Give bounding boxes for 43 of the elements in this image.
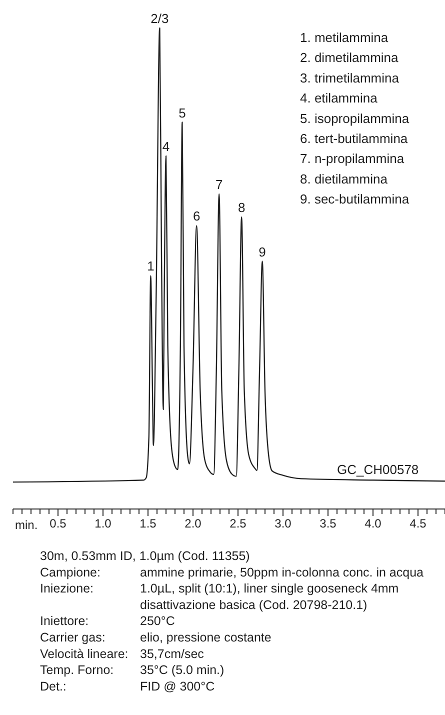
text: ammine primarie, 50ppm in-colonna conc. in acqua xyxy=(140,565,424,580)
annotation: 7. n-propilammina xyxy=(300,151,405,166)
text: Campione: xyxy=(40,565,100,580)
text: Det.: xyxy=(40,679,66,694)
text: FID @ 300°C xyxy=(140,679,215,694)
x-tick-label: 3.5 xyxy=(320,516,337,531)
annotation: 3. trimetilammina xyxy=(300,70,400,86)
x-tick-label: 4.0 xyxy=(364,516,382,531)
annotation: 8 xyxy=(238,200,246,216)
annotation: 2/3 xyxy=(150,11,169,26)
text: 35,7cm/sec xyxy=(140,646,204,661)
annotation: 1. metilammina xyxy=(300,30,389,45)
annotation: 5. isopropilammina xyxy=(300,110,410,126)
annotation: 6 xyxy=(192,208,200,224)
annotation: 1 xyxy=(147,258,154,274)
x-tick-label: 1.5 xyxy=(140,516,157,531)
text: Velocità lineare: xyxy=(40,646,128,661)
x-tick-label: 3.0 xyxy=(274,516,292,531)
annotation: 8. dietilammina xyxy=(300,171,388,186)
annotation: 6. tert-butilammina xyxy=(300,131,408,146)
text: Iniettore: xyxy=(40,614,89,628)
annotation: 4. etilammina xyxy=(300,90,378,106)
annotation: 2. dimetilammina xyxy=(300,50,400,66)
annotation: 4 xyxy=(162,138,170,154)
text: Temp. Forno: xyxy=(40,663,114,678)
x-tick-label: 1.0 xyxy=(94,516,112,531)
annotation: 7 xyxy=(215,176,223,192)
annotation: GC_CH00578 xyxy=(337,462,419,477)
x-tick-label: 2.5 xyxy=(230,516,247,531)
x-tick-label: 2.0 xyxy=(184,516,202,531)
x-tick-label: 0.5 xyxy=(50,516,67,531)
annotation: 5 xyxy=(178,105,186,120)
text: 1.0µL, split (10:1), liner single gooseneck 4mm disattivazione basica (Cod. 20798-210.1) xyxy=(140,582,399,612)
x-axis-title: min. xyxy=(15,518,38,532)
text: Carrier gas: xyxy=(40,630,106,644)
text: 250°C xyxy=(140,614,175,628)
x-tick-label: 4.5 xyxy=(410,516,427,531)
text: Iniezione: xyxy=(40,582,94,596)
text: 30m, 0.53mm ID, 1.0µm (Cod. 11355) xyxy=(40,549,250,563)
annotation: 9 xyxy=(258,244,266,260)
annotation: 9. sec-butilammina xyxy=(300,192,410,207)
text: elio, pressione costante xyxy=(140,630,272,644)
text: 35°C (5.0 min.) xyxy=(140,663,224,678)
